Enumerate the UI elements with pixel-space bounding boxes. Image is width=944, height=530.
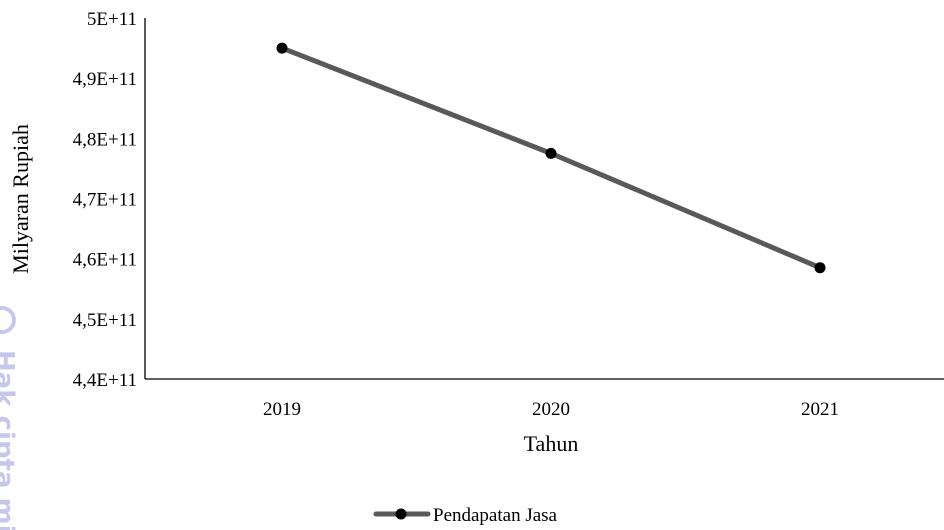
y-tick-label: 4,9E+11 xyxy=(73,69,137,90)
x-axis-tick-labels: 2019 2020 2021 xyxy=(263,399,839,420)
watermark-text: Hak cipta mi xyxy=(0,350,19,530)
y-tick-label: 4,4E+11 xyxy=(73,370,137,391)
x-tick-label: 2019 xyxy=(263,399,301,420)
y-tick-label: 5E+11 xyxy=(87,9,137,30)
legend-label: Pendapatan Jasa xyxy=(433,505,558,526)
y-tick-label: 4,5E+11 xyxy=(73,310,137,331)
x-tick-label: 2020 xyxy=(532,399,570,420)
plot-area xyxy=(276,42,826,274)
data-point xyxy=(276,42,288,54)
legend: Pendapatan Jasa xyxy=(373,505,558,526)
y-tick-label: 4,7E+11 xyxy=(73,190,137,211)
y-tick-label: 4,8E+11 xyxy=(73,129,137,150)
legend-marker-swatch xyxy=(395,508,407,520)
y-axis-title: Milyaran Rupiah xyxy=(8,124,33,274)
data-point xyxy=(545,147,557,159)
y-axis-tick-labels: 4,4E+11 4,5E+11 4,6E+11 4,7E+11 4,8E+11 4,9E+… xyxy=(73,9,137,391)
x-tick-label: 2021 xyxy=(801,399,839,420)
x-axis-title: Tahun xyxy=(524,431,579,456)
watermark: Hak cipta mi xyxy=(0,306,19,530)
data-point xyxy=(814,262,826,274)
watermark-copyright-icon xyxy=(0,306,16,334)
y-tick-label: 4,6E+11 xyxy=(73,250,137,271)
